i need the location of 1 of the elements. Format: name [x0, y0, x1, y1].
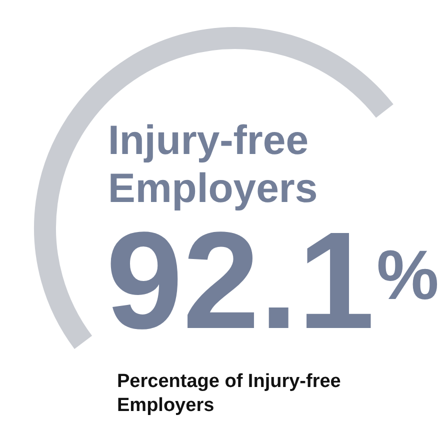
text: Percentage of Injury-free Employers [117, 370, 342, 418]
